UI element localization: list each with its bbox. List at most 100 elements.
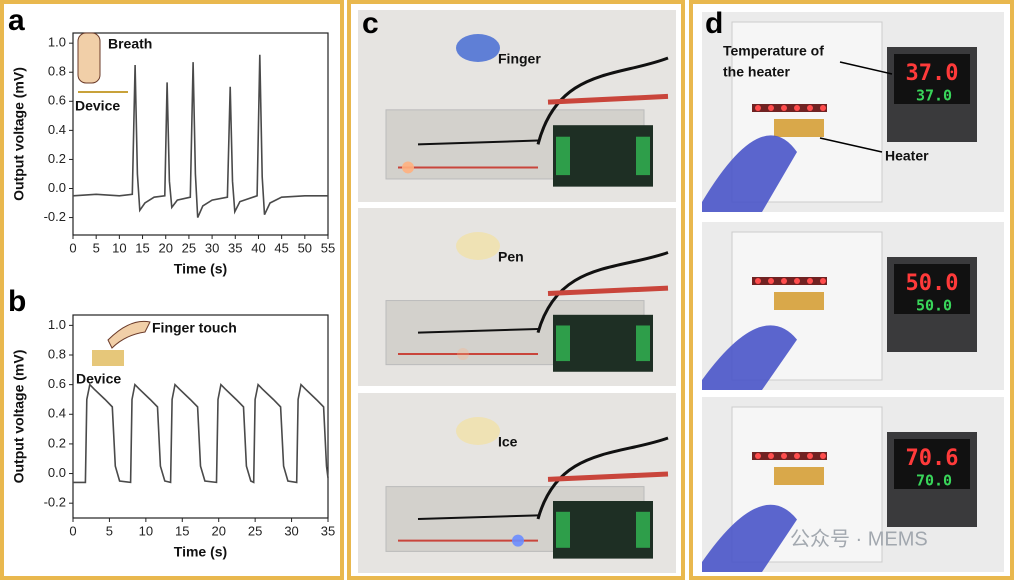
y-tick-label: 0.6 [48, 376, 66, 391]
plot-frame [72, 32, 329, 236]
y-tick-label: -0.2 [44, 495, 66, 510]
display-set: 70.0 [916, 472, 952, 490]
frame-c [347, 0, 685, 580]
x-tick-label: 40 [251, 240, 265, 255]
led [457, 347, 469, 360]
led [807, 453, 813, 459]
annotation: Finger touch [152, 320, 237, 336]
y-tick-label: 0.6 [48, 93, 66, 108]
y-axis-label: Output voltage (mV) [11, 67, 27, 201]
led [755, 278, 761, 284]
terminal [556, 511, 570, 548]
led [781, 105, 787, 111]
led [794, 105, 800, 111]
x-tick-label: 15 [175, 523, 189, 538]
terminal [556, 325, 570, 362]
x-axis-label: Time (s) [174, 544, 227, 560]
x-tick-label: 0 [69, 523, 76, 538]
x-tick-label: 5 [106, 523, 113, 538]
y-tick-label: 0.4 [48, 406, 66, 421]
x-tick-label: 30 [205, 240, 219, 255]
x-tick-label: 30 [284, 523, 298, 538]
x-tick-label: 10 [139, 523, 153, 538]
arrow [819, 137, 883, 153]
wire [417, 514, 539, 520]
led [402, 161, 414, 174]
led [781, 278, 787, 284]
panel-label: a [8, 4, 25, 37]
x-tick-label: 20 [158, 240, 172, 255]
wire [547, 285, 669, 296]
display-temp: 50.0 [906, 271, 959, 296]
y-tick-label: 0.0 [48, 465, 66, 480]
screen [894, 54, 970, 104]
y-tick-label: 0.2 [48, 435, 66, 450]
annotation: Device [76, 371, 121, 387]
led [807, 105, 813, 111]
heater [752, 104, 827, 112]
led [820, 278, 826, 284]
x-tick-label: 5 [93, 240, 100, 255]
x-tick-label: 55 [321, 240, 335, 255]
wire [417, 328, 539, 334]
annotation: Device [75, 98, 120, 114]
led [768, 105, 774, 111]
frame-ab [0, 0, 344, 580]
callout: the heater [723, 64, 790, 80]
y-tick-label: 0.8 [48, 346, 66, 361]
led [755, 105, 761, 111]
callout: Temperature of [723, 43, 824, 59]
terminal [636, 325, 650, 362]
led [820, 453, 826, 459]
x-tick-label: 10 [112, 240, 126, 255]
wire [547, 471, 669, 482]
photo-label: Finger [498, 51, 541, 67]
wire [417, 139, 539, 146]
heater [752, 452, 827, 460]
display-set: 37.0 [916, 87, 952, 105]
inset-icon [107, 320, 151, 349]
data-line [73, 382, 329, 484]
y-tick-label: 0.2 [48, 151, 66, 166]
y-tick-label: 0.8 [48, 64, 66, 79]
x-tick-label: 0 [69, 240, 76, 255]
wire [547, 93, 669, 105]
photo-label: Pen [498, 249, 524, 265]
x-tick-label: 25 [248, 523, 262, 538]
x-tick-label: 25 [182, 240, 196, 255]
heater [752, 277, 827, 285]
film [774, 467, 824, 485]
sensor [456, 417, 500, 445]
wire [536, 56, 669, 145]
x-tick-label: 50 [298, 240, 312, 255]
data-line [72, 54, 328, 218]
panel-label: b [8, 285, 26, 318]
y-tick-label: 0.4 [48, 122, 66, 137]
x-tick-label: 20 [211, 523, 225, 538]
led [820, 105, 826, 111]
sensor [456, 34, 500, 62]
inset-icon [77, 32, 101, 84]
led [794, 453, 800, 459]
wire [536, 436, 669, 520]
wire [536, 251, 669, 334]
device-icon [92, 350, 124, 366]
y-axis-label: Output voltage (mV) [11, 350, 27, 484]
led [807, 278, 813, 284]
display-temp: 37.0 [906, 61, 959, 86]
panel-label: c [362, 7, 379, 40]
film [774, 292, 824, 310]
plot-frame [72, 314, 329, 519]
screen [894, 439, 970, 489]
terminal [556, 136, 570, 176]
x-tick-label: 35 [228, 240, 242, 255]
panel-label: d [705, 7, 723, 40]
led [781, 453, 787, 459]
x-tick-label: 45 [274, 240, 288, 255]
frame-d [689, 0, 1014, 580]
hand [702, 325, 797, 390]
hand [702, 135, 797, 212]
led [768, 278, 774, 284]
led [794, 278, 800, 284]
